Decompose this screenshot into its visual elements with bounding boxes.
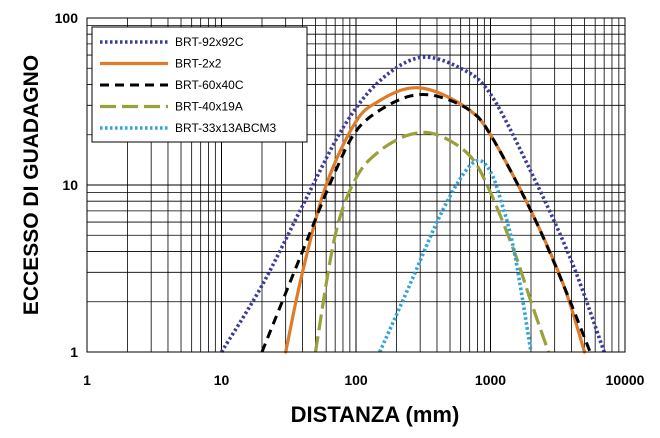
legend-label: BRT-40x19A (175, 100, 243, 114)
x-tick-label: 10 (214, 372, 230, 388)
series-group (219, 55, 606, 354)
x-tick-label: 10000 (606, 372, 645, 388)
x-tick-label: 1000 (475, 372, 506, 388)
y-tick-label: 10 (62, 177, 78, 193)
y-tick-label: 1 (70, 344, 78, 360)
legend-box (91, 26, 308, 143)
legend: BRT-92x92C BRT-2x2 BRT-60x40C BRT-40x19A BRT… (91, 26, 308, 143)
x-axis-title: DISTANZA (mm) (291, 402, 460, 427)
legend-label: BRT-33x13ABCM3 (175, 121, 276, 135)
legend-label: BRT-92x92C (175, 35, 244, 49)
y-tick-labels: 1 10 100 (55, 10, 79, 360)
y-tick-label: 100 (55, 10, 79, 26)
legend-label: BRT-60x40C (175, 78, 244, 92)
legend-label: BRT-2x2 (175, 57, 222, 71)
x-tick-label: 100 (344, 372, 368, 388)
plot-frame (86, 17, 626, 353)
x-tick-label: 1 (83, 372, 91, 388)
x-tick-labels: 1 10 100 1000 10000 (83, 372, 645, 388)
series-line-1 (219, 55, 606, 353)
series-line-5 (378, 158, 533, 353)
series-line-4 (313, 130, 551, 353)
y-axis-title: ECCESSO DI GUADAGNO (20, 55, 43, 315)
series-line-3 (260, 92, 592, 353)
series-line-2 (284, 86, 587, 354)
